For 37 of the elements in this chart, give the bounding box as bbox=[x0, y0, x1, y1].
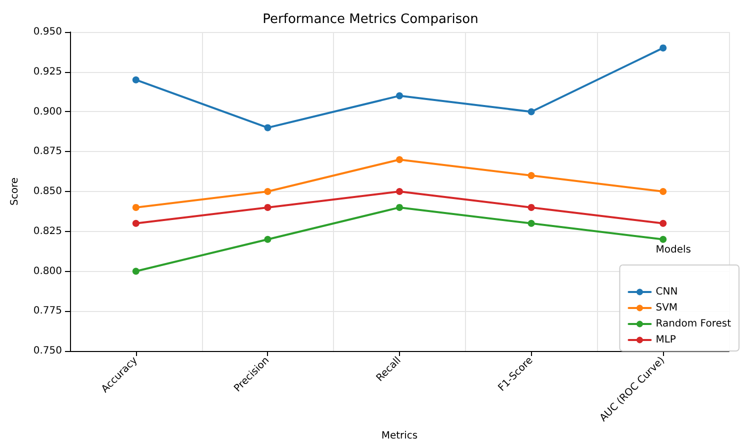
y-tick-label: 0.900 bbox=[33, 106, 62, 118]
point bbox=[660, 220, 667, 227]
legend-label: MLP bbox=[656, 334, 676, 346]
point bbox=[528, 204, 535, 211]
y-tick-label: 0.750 bbox=[33, 346, 62, 356]
y-axis-title: Score bbox=[10, 177, 20, 206]
point bbox=[528, 172, 535, 180]
y-tick-label: 0.800 bbox=[33, 266, 62, 277]
point bbox=[132, 220, 140, 227]
point bbox=[264, 204, 272, 211]
y-tick-label: 0.850 bbox=[33, 186, 62, 197]
y-tick-label: 0.950 bbox=[33, 26, 62, 38]
point bbox=[528, 220, 535, 227]
y-tick-label: 0.775 bbox=[33, 306, 62, 317]
point bbox=[132, 268, 140, 275]
x-axis-title: Metrics bbox=[381, 430, 418, 442]
legend-label: CNN bbox=[656, 286, 678, 298]
point bbox=[264, 236, 272, 243]
legend-label: Random Forest bbox=[656, 318, 732, 330]
point bbox=[132, 204, 140, 211]
point bbox=[264, 124, 272, 132]
point bbox=[396, 188, 403, 195]
y-tick-label: 0.825 bbox=[33, 226, 62, 237]
y-tick-label: 0.925 bbox=[33, 66, 62, 78]
point bbox=[132, 76, 140, 84]
point bbox=[396, 204, 403, 211]
y-tick-label: 0.875 bbox=[33, 146, 62, 158]
point bbox=[660, 188, 667, 195]
point bbox=[264, 188, 272, 195]
chart-title: Performance Metrics Comparison bbox=[262, 12, 478, 27]
point bbox=[528, 108, 535, 116]
legend-title: Models bbox=[656, 244, 691, 256]
point bbox=[396, 92, 403, 100]
point bbox=[396, 156, 403, 164]
legend-label: SVM bbox=[656, 302, 678, 314]
point bbox=[660, 44, 667, 52]
point bbox=[660, 236, 667, 243]
